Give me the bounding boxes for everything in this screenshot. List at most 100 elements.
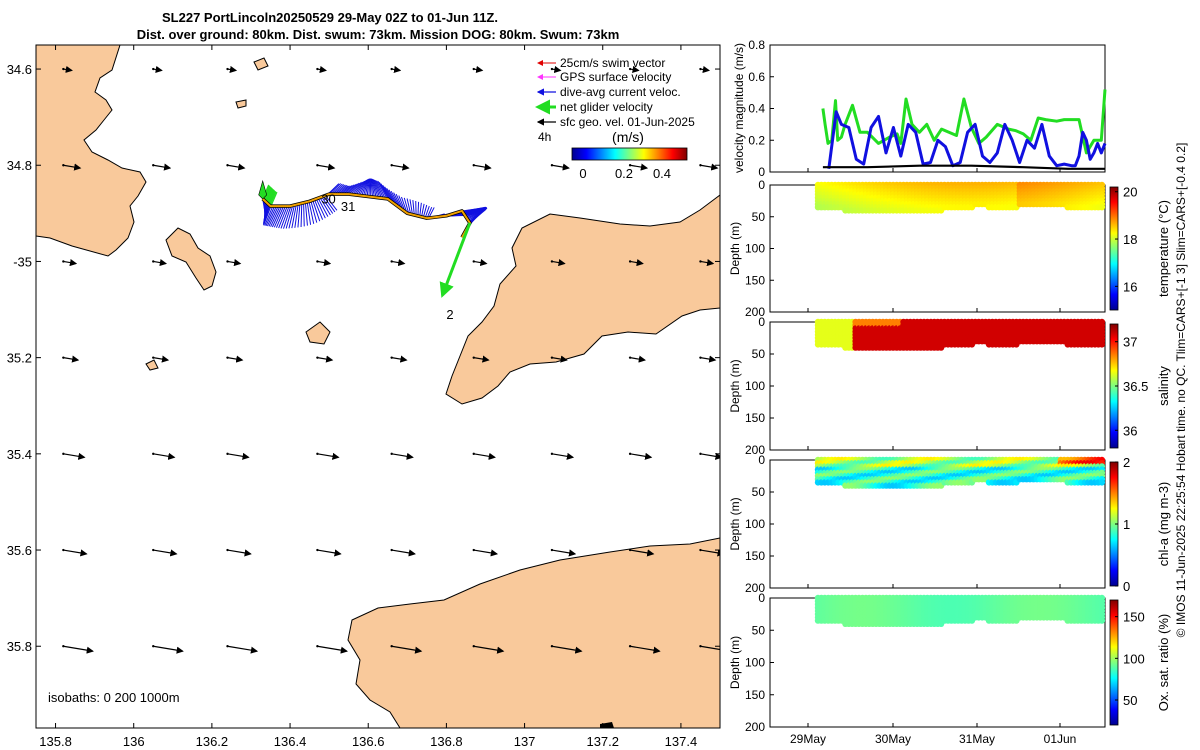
current-vector xyxy=(314,199,324,220)
colorbar-tick-label: 18 xyxy=(1123,232,1137,247)
current-vector xyxy=(373,179,383,199)
current-vector xyxy=(376,180,386,199)
section-ytick-label: 150 xyxy=(745,549,765,563)
geo-velocity-arrow xyxy=(551,65,562,74)
geo-arrow-origin xyxy=(62,548,65,552)
geo-velocity-arrow xyxy=(317,65,328,74)
salinity-section: 0 50 100 150 200 Depth (m) 36 36.5 37 salinity xyxy=(728,315,1171,457)
section-ytick-label: 50 xyxy=(752,210,766,224)
section-data-point xyxy=(1098,341,1106,348)
time-tick-label: 29May xyxy=(790,732,826,746)
map-ytick-label: 35.2 xyxy=(7,351,32,366)
geo-velocity-arrow xyxy=(700,355,717,363)
chart-subtitle: Dist. over ground: 80km. Dist. swum: 73k… xyxy=(137,27,620,42)
geo-arrow-origin xyxy=(152,164,155,167)
current-vector xyxy=(370,178,374,198)
geo-arrow-origin xyxy=(316,645,319,648)
section-ytick-label: 50 xyxy=(752,347,766,361)
geo-velocity-arrow xyxy=(630,549,655,557)
current-vector xyxy=(348,182,360,195)
colorbar-tick-label: 2 xyxy=(1123,455,1130,470)
net-velocity-segment xyxy=(264,186,272,202)
geo-arrow-origin xyxy=(152,67,155,71)
geo-velocity-arrow xyxy=(700,645,720,651)
colorbar-tick-label: 0 xyxy=(1123,579,1130,594)
net-velocity-segment xyxy=(265,187,273,202)
land-island-1 xyxy=(165,227,217,291)
geo-velocity-arrow xyxy=(63,452,86,460)
time-tick-label: 30May xyxy=(875,732,911,746)
geo-velocity-arrow xyxy=(227,549,252,557)
geo-arrow-origin xyxy=(699,260,702,263)
geo-velocity-arrow xyxy=(473,452,496,460)
legend-geo-label: sfc geo. vel. 01-Jun-2025 xyxy=(560,115,695,129)
geo-velocity-arrow xyxy=(153,259,168,267)
section-data-point xyxy=(1098,204,1106,211)
colorbar-tick-label: 100 xyxy=(1123,651,1145,666)
geo-arrow-origin xyxy=(316,164,319,167)
current-vector xyxy=(264,205,274,226)
current-vector xyxy=(368,178,371,197)
land-islet-a xyxy=(145,359,159,371)
colorbar-label: temperature (°C) xyxy=(1156,200,1171,297)
colorbar-label: Ox. sat. ratio (%) xyxy=(1156,614,1171,712)
section-colorbar xyxy=(1109,186,1119,311)
net-velocity-segment xyxy=(265,188,273,203)
current-vector xyxy=(378,182,390,200)
geo-velocity-arrow xyxy=(391,65,402,74)
current-vector xyxy=(403,197,410,214)
current-vector xyxy=(406,198,412,215)
geo-velocity-arrow xyxy=(630,259,644,267)
velocity-ytick-label: 0 xyxy=(758,165,765,179)
geo-velocity-arrow xyxy=(317,645,349,654)
geo-arrow-origin xyxy=(390,260,393,263)
geo-arrow-origin xyxy=(699,356,702,359)
geo-arrow-origin xyxy=(62,164,65,167)
geo-arrow-origin xyxy=(550,260,554,263)
colorbar-label: salinity xyxy=(1156,366,1171,406)
geo-arrow-origin xyxy=(628,452,632,456)
geo-arrow-origin xyxy=(316,356,319,359)
section-data-point xyxy=(1098,479,1106,486)
current-vector xyxy=(421,203,425,217)
current-vector xyxy=(350,182,362,195)
current-vector xyxy=(352,181,363,195)
geo-arrow-origin xyxy=(699,67,702,71)
current-vector xyxy=(283,205,292,229)
velocity-ytick-label: 0.6 xyxy=(748,70,765,84)
geo-velocity-arrow xyxy=(63,259,78,267)
geo-velocity-arrow xyxy=(391,355,408,363)
section-colorbar xyxy=(1109,599,1119,726)
colorbar-tick-label: 150 xyxy=(1123,610,1145,625)
map-legend: 25cm/s swim vector GPS surface velocity … xyxy=(535,56,695,181)
section-ytick-label: 200 xyxy=(745,720,765,734)
current-vector xyxy=(321,196,334,214)
geo-arrow-origin xyxy=(390,645,393,648)
time-axis: 29May 30May 31May 01Jun xyxy=(790,732,1076,746)
geo-velocity-arrow xyxy=(153,355,170,363)
geo-arrow-origin xyxy=(226,645,229,648)
day-label: 2 xyxy=(446,307,453,322)
geo-velocity-arrow xyxy=(317,452,340,460)
geo-velocity-arrow xyxy=(317,355,334,363)
section-ytick-label: 100 xyxy=(745,379,765,393)
temperature-section: 0 50 100 150 200 Depth (m) 16 18 20 temperature (… xyxy=(728,178,1171,319)
section-ytick-label: 50 xyxy=(752,485,766,499)
current-vector xyxy=(280,205,290,229)
day-label: 30 xyxy=(321,192,335,207)
geo-velocity-arrow xyxy=(551,452,575,460)
geo-arrow-origin xyxy=(226,67,229,71)
section-ytick-label: 50 xyxy=(752,623,766,637)
map-dynamic-layer: 30 31 2 xyxy=(62,65,720,654)
map-xtick-label: 137.4 xyxy=(665,734,698,749)
section-ytick-label: 200 xyxy=(745,305,765,319)
current-vector xyxy=(361,179,368,196)
geo-arrow-origin xyxy=(226,452,229,456)
geo-arrow-origin xyxy=(390,548,393,552)
geo-velocity-arrow xyxy=(391,259,406,267)
current-vector xyxy=(323,195,336,213)
geo-velocity-arrow xyxy=(227,355,244,363)
section-ytick-label: 0 xyxy=(758,591,765,605)
current-vector xyxy=(363,179,369,197)
map-ytick-label: 35.8 xyxy=(7,639,32,654)
